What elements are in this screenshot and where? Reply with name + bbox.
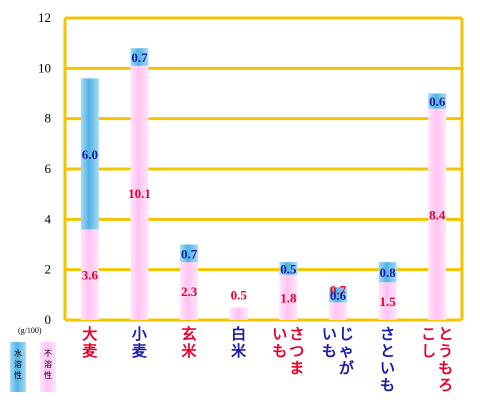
bar-soluble <box>80 78 99 230</box>
legend-label-char: 溶 <box>14 359 22 369</box>
category-label-char: も <box>380 376 395 394</box>
category-label-char: い <box>322 325 337 343</box>
value-label-soluble: 0.6 <box>429 94 446 109</box>
legend-label-char: 性 <box>14 370 22 380</box>
value-label-insoluble: 1.5 <box>379 294 396 309</box>
legend-swatch <box>40 342 56 392</box>
category-label-char: 玄 <box>182 325 197 343</box>
value-label-soluble: 0.8 <box>379 265 396 280</box>
category-label-char: い <box>380 359 395 377</box>
y-tick-label: 8 <box>45 111 52 126</box>
value-labels: 3.66.010.10.72.30.70.5 1.80.50.70.6 1.50.8… <box>82 50 446 309</box>
category-label-char: 麦 <box>132 342 148 360</box>
category-label-char: さ <box>289 325 304 343</box>
y-tick-label: 4 <box>45 211 52 226</box>
bars <box>80 48 447 320</box>
category-label-char: 大 <box>82 325 97 343</box>
category-label-char: ま <box>289 359 304 377</box>
bar-insoluble <box>428 108 447 320</box>
legend-label-char: 性 <box>44 370 52 380</box>
bar-soluble <box>328 287 347 303</box>
category-label-char: ろ <box>438 376 453 394</box>
category-label-char: し <box>421 342 436 360</box>
category-label-char: と <box>380 342 395 360</box>
category-label-char: い <box>272 325 287 343</box>
value-label-insoluble: 3.6 <box>82 268 99 283</box>
category-label-char: も <box>272 342 287 360</box>
category-label-char: と <box>438 325 453 343</box>
value-label-insoluble: 10.1 <box>128 186 151 201</box>
value-label-insoluble: 0.5 <box>231 287 248 302</box>
y-tick-label: 6 <box>45 161 52 176</box>
bar-insoluble <box>328 302 347 320</box>
category-label-char: が <box>339 359 355 377</box>
value-label-soluble: 0.7 <box>181 246 198 261</box>
plot-grid <box>63 16 464 322</box>
category-label-char: さ <box>380 325 395 343</box>
value-label-soluble: 0.5 <box>280 261 297 276</box>
y-tick-label: 12 <box>38 10 51 25</box>
category-label-char: も <box>438 359 453 377</box>
legend-label-char: 水 <box>14 348 22 358</box>
unit-label: (g/100) <box>18 326 42 335</box>
y-tick-label: 0 <box>45 312 52 327</box>
bar-insoluble <box>378 282 397 320</box>
value-label-soluble: 0.6 <box>330 288 347 303</box>
bar-soluble <box>130 48 149 66</box>
bar-soluble <box>428 93 447 109</box>
value-label-insoluble: 2.3 <box>181 284 198 299</box>
category-label-char: 米 <box>182 342 198 360</box>
bar-insoluble <box>80 229 99 320</box>
bar-soluble <box>279 262 298 275</box>
bar-insoluble <box>180 262 199 320</box>
bar-soluble <box>180 244 199 263</box>
value-label-soluble: 6.0 <box>82 147 98 162</box>
category-label-char: 白 <box>231 325 246 343</box>
category-label-char: う <box>438 342 453 360</box>
value-label-insoluble: 1.8 <box>280 290 297 305</box>
category-label-char: も <box>322 342 337 360</box>
value-label-soluble: 0.7 <box>131 50 148 65</box>
bar-insoluble <box>279 274 298 320</box>
category-label-char: 小 <box>132 325 147 343</box>
legend-swatch <box>10 342 26 392</box>
y-tick-label: 2 <box>45 262 52 277</box>
value-label-insoluble: 8.4 <box>429 207 446 222</box>
legend-label-char: 溶 <box>44 359 52 369</box>
bar-insoluble <box>130 65 149 320</box>
category-label-char: こ <box>421 325 436 343</box>
category-label-char: 米 <box>231 342 247 360</box>
category-label-char: じ <box>339 325 354 343</box>
category-label-char: ゃ <box>339 342 354 360</box>
y-axis: 0 2 4 6 8 10 12 (g/100) <box>18 10 52 335</box>
legend-label-char: 不 <box>44 349 52 358</box>
bar-insoluble <box>229 307 248 320</box>
value-label-insoluble: 0.7 <box>330 282 347 297</box>
category-label-char: 麦 <box>82 342 98 360</box>
y-tick-label: 10 <box>38 60 51 75</box>
bar-soluble <box>378 262 397 283</box>
category-label-char: つ <box>289 342 304 360</box>
